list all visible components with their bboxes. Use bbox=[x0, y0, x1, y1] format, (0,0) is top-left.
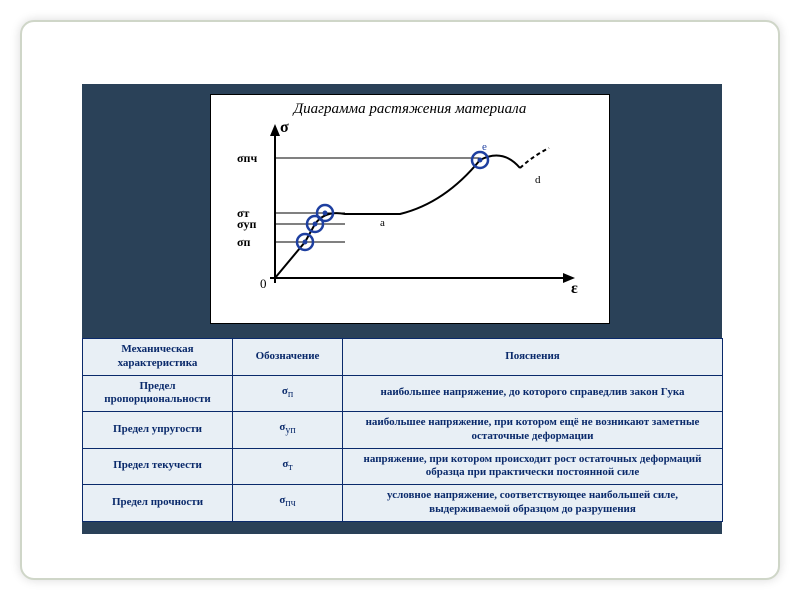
property-name-cell: Предел упругости bbox=[83, 412, 233, 449]
mechanical-properties-table: Механическая характеристикаОбозначениеПо… bbox=[82, 338, 723, 522]
table-row: Предел пропорциональностиσпнаибольшее на… bbox=[83, 375, 723, 412]
y-ticks: σпчσтσупσп bbox=[237, 151, 480, 249]
y-tick-label: σпч bbox=[237, 151, 257, 165]
table-row: Предел прочностиσпчусловное напряжение, … bbox=[83, 485, 723, 522]
origin-label: 0 bbox=[260, 276, 267, 291]
table-row: Предел текучестиσтнапряжение, при которо… bbox=[83, 448, 723, 485]
svg-text:e: e bbox=[482, 141, 487, 153]
y-tick-label: σуп bbox=[237, 217, 257, 231]
description-cell: наибольшее напряжение, при котором ещё н… bbox=[343, 412, 723, 449]
diagram-title: Диаграмма растяжения материала bbox=[211, 95, 609, 118]
table-row: Предел упругостиσупнаибольшее напряжение… bbox=[83, 412, 723, 449]
table-column-header: Пояснения bbox=[343, 339, 723, 376]
table-column-header: Обозначение bbox=[233, 339, 343, 376]
description-cell: условное напряжение, соответствующее наи… bbox=[343, 485, 723, 522]
symbol-cell: σп bbox=[233, 375, 343, 412]
content-panel: Диаграмма растяжения материала 0 σ ε σпч… bbox=[82, 84, 722, 534]
table-body: Предел пропорциональностиσпнаибольшее на… bbox=[83, 375, 723, 521]
property-name-cell: Предел прочности bbox=[83, 485, 233, 522]
curve-small-label: d bbox=[535, 174, 541, 186]
stress-strain-curve-dashed bbox=[520, 148, 549, 168]
property-name-cell: Предел пропорциональности bbox=[83, 375, 233, 412]
table-header-row: Механическая характеристикаОбозначениеПо… bbox=[83, 339, 723, 376]
x-axis-symbol: ε bbox=[571, 280, 578, 297]
curve-small-label: а bbox=[380, 217, 385, 229]
curve-markers: e bbox=[297, 141, 488, 250]
diagram-svg: 0 σ ε σпчσтσупσп e аd bbox=[225, 118, 595, 308]
curve-point-labels: аd bbox=[380, 174, 541, 229]
y-axis-symbol: σ bbox=[280, 119, 289, 136]
description-cell: наибольшее напряжение, до которого справ… bbox=[343, 375, 723, 412]
table-column-header: Механическая характеристика bbox=[83, 339, 233, 376]
symbol-cell: σпч bbox=[233, 485, 343, 522]
symbol-cell: σуп bbox=[233, 412, 343, 449]
stress-strain-diagram: Диаграмма растяжения материала 0 σ ε σпч… bbox=[210, 94, 610, 324]
slide-frame: Диаграмма растяжения материала 0 σ ε σпч… bbox=[20, 20, 780, 580]
property-name-cell: Предел текучести bbox=[83, 448, 233, 485]
description-cell: напряжение, при котором происходит рост … bbox=[343, 448, 723, 485]
symbol-cell: σт bbox=[233, 448, 343, 485]
y-tick-label: σп bbox=[237, 235, 251, 249]
